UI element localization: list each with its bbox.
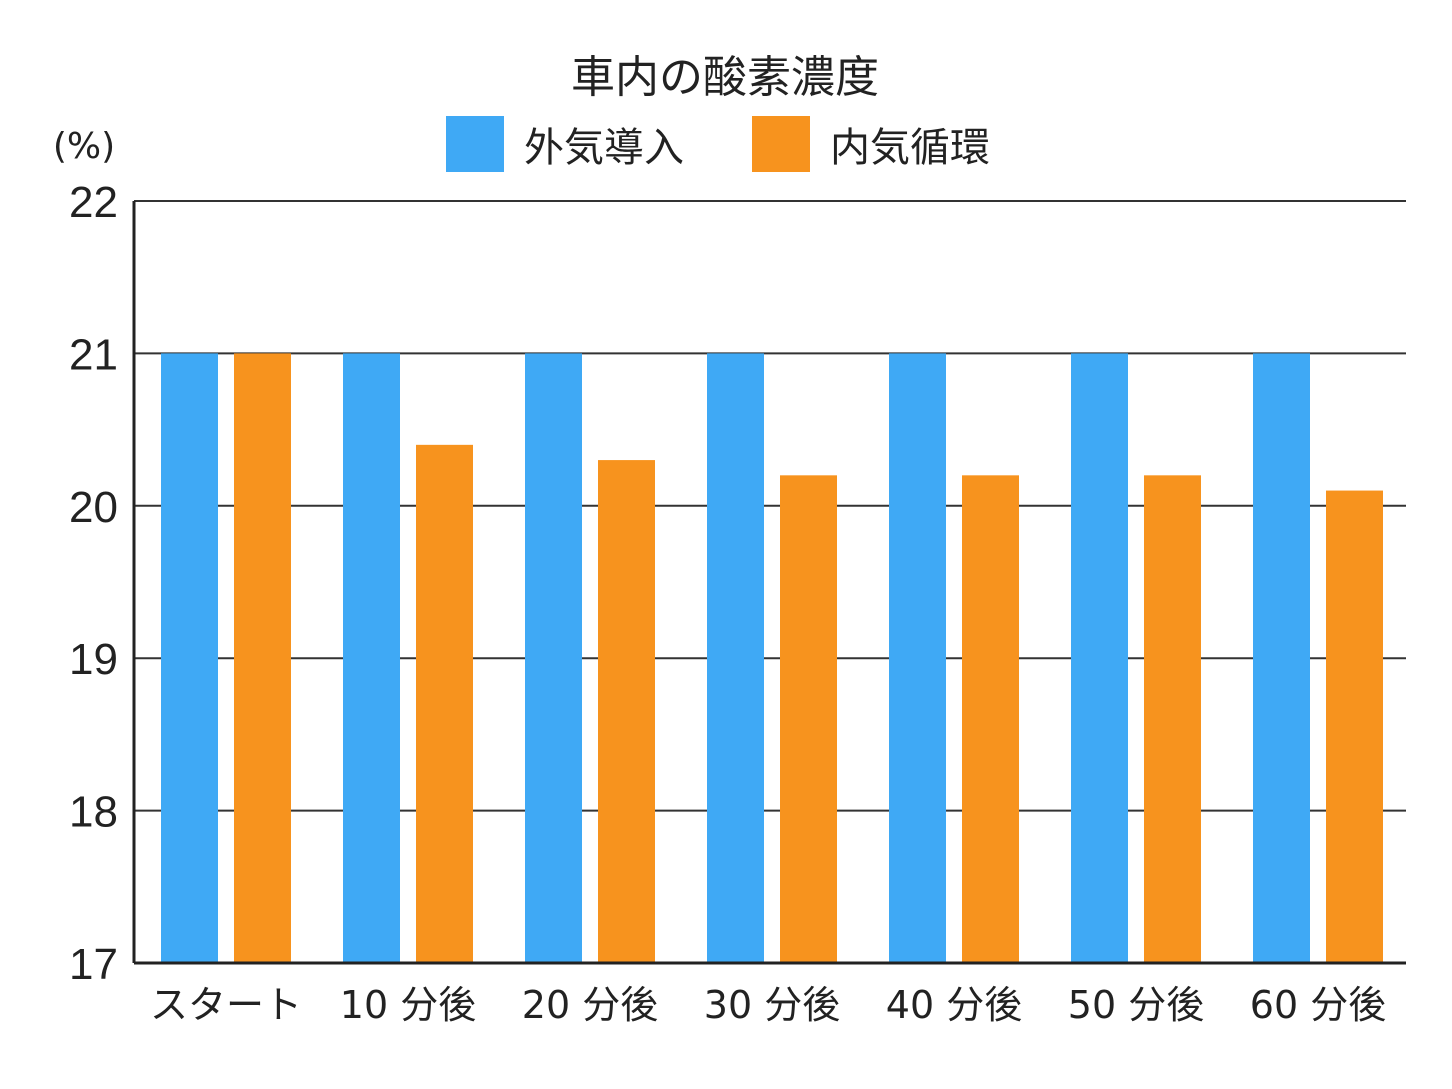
bar [525, 353, 582, 963]
y-tick-label: 17 [69, 940, 118, 989]
y-tick-label: 20 [69, 483, 118, 532]
bar [416, 444, 473, 964]
y-tick-label: 21 [69, 330, 118, 379]
x-category-label: 60 分後 [1250, 983, 1386, 1027]
y-tick-label: 22 [69, 178, 118, 227]
bar [234, 353, 291, 963]
bar [707, 353, 764, 963]
x-axis-labels: スタート 10 分後 20 分後 30 分後 40 分後 50 分後 60 分後 [150, 983, 1386, 1027]
legend-label: 外気導入 [524, 125, 684, 171]
chart-title: 車内の酸素濃度 [571, 52, 879, 103]
bar [598, 460, 655, 963]
bar [343, 353, 400, 963]
bar [161, 353, 218, 963]
bar [1326, 490, 1383, 963]
y-axis-unit-label: (%) [53, 126, 115, 167]
x-category-label: 50 分後 [1068, 983, 1204, 1027]
bar [780, 475, 837, 963]
legend-swatch [752, 116, 810, 172]
x-category-label: 40 分後 [886, 983, 1022, 1027]
x-category-label: スタート [150, 983, 302, 1027]
x-category-label: 30 分後 [704, 983, 840, 1027]
y-tick-label: 19 [69, 635, 118, 684]
bar [1144, 475, 1201, 963]
x-category-label: 10 分後 [340, 983, 476, 1027]
legend-swatch [446, 116, 504, 172]
bar [962, 475, 1019, 963]
gridlines [134, 200, 1406, 812]
bar [1071, 353, 1128, 963]
bar [889, 353, 946, 963]
y-axis-ticks: 17 18 19 20 21 22 [69, 178, 118, 989]
legend: 外気導入 内気循環 [446, 116, 990, 172]
legend-label: 内気循環 [830, 125, 990, 171]
bar [1253, 353, 1310, 963]
x-category-label: 20 分後 [522, 983, 658, 1027]
y-tick-label: 18 [69, 788, 118, 837]
bars [161, 353, 1383, 964]
